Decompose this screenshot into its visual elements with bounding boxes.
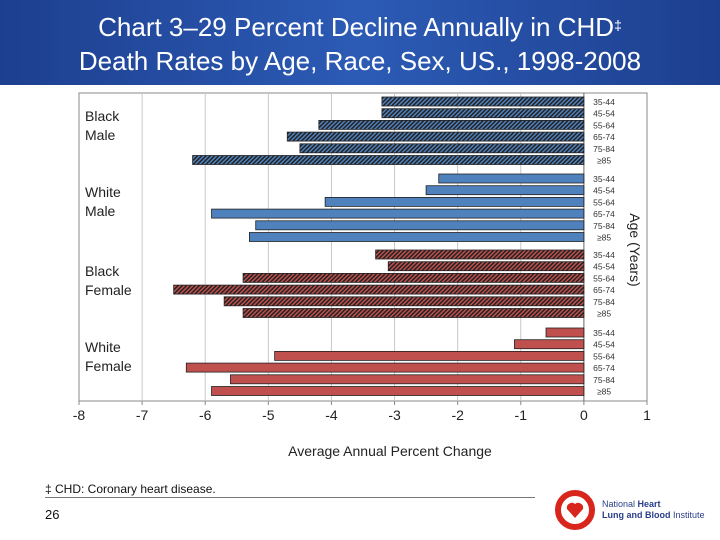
chart-title: Chart 3–29 Percent Decline Annually in C… bbox=[0, 10, 720, 78]
bar bbox=[514, 339, 585, 350]
x-tick-label: -6 bbox=[199, 407, 212, 423]
bar bbox=[242, 308, 585, 318]
bar bbox=[425, 185, 585, 196]
bar-chart: -8 -7 -6 -5 -4 -3 -2 -1 0 135-4445-5455-6465-7475… bbox=[73, 92, 651, 459]
bar bbox=[286, 131, 585, 142]
age-label: 45-54 bbox=[593, 262, 615, 272]
age-label: 65-74 bbox=[593, 285, 615, 295]
age-label: 65-74 bbox=[593, 132, 615, 142]
age-label: 45-54 bbox=[593, 109, 615, 119]
bar bbox=[381, 96, 585, 107]
age-label: ≥85 bbox=[597, 233, 611, 243]
bar bbox=[545, 327, 585, 338]
group-label-black-female: Black Female bbox=[85, 263, 132, 298]
age-label: 65-74 bbox=[593, 209, 615, 219]
logo-text: National Heart Lung and Blood Institute bbox=[602, 499, 705, 520]
bar bbox=[299, 143, 585, 154]
age-label: 45-54 bbox=[593, 340, 615, 350]
bar bbox=[387, 261, 585, 272]
bar bbox=[230, 374, 585, 385]
age-label: 55-64 bbox=[593, 351, 615, 361]
bar bbox=[173, 284, 585, 295]
age-label: 65-74 bbox=[593, 363, 615, 373]
age-label: 35-44 bbox=[593, 174, 615, 184]
x-tick-label: 0 bbox=[580, 407, 588, 423]
bar bbox=[185, 362, 585, 373]
title-bar bbox=[0, 0, 720, 85]
x-tick-label: -3 bbox=[388, 407, 401, 423]
age-label: 35-44 bbox=[593, 97, 615, 107]
y-axis-label: Age (Years) bbox=[627, 213, 643, 286]
age-label: 35-44 bbox=[593, 328, 615, 338]
nhlbi-logo bbox=[555, 490, 595, 530]
age-label: 55-64 bbox=[593, 273, 615, 283]
x-tick-label: 1 bbox=[643, 407, 651, 423]
bar bbox=[211, 208, 585, 219]
page-number: 26 bbox=[45, 507, 60, 522]
age-label: 45-54 bbox=[593, 186, 615, 196]
x-tick-label: -8 bbox=[73, 407, 86, 423]
group-label-white-female: White Female bbox=[85, 339, 132, 374]
x-axis-label: Average Annual Percent Change bbox=[288, 443, 492, 459]
x-tick-label: -1 bbox=[515, 407, 528, 423]
group-label-black-male: Black Male bbox=[85, 108, 120, 143]
x-tick-label: -2 bbox=[451, 407, 464, 423]
bar bbox=[242, 272, 585, 283]
title-line-1: Chart 3–29 Percent Decline Annually in C… bbox=[98, 12, 615, 42]
x-tick-label: -4 bbox=[325, 407, 338, 423]
bar bbox=[274, 350, 585, 361]
age-label: 75-84 bbox=[593, 297, 615, 307]
age-label: ≥85 bbox=[597, 387, 611, 397]
bar bbox=[223, 296, 585, 307]
x-tick-label: -5 bbox=[262, 407, 275, 423]
title-footnote-mark: ‡ bbox=[614, 17, 622, 33]
bar bbox=[324, 197, 585, 207]
bar bbox=[255, 220, 585, 231]
age-label: ≥85 bbox=[597, 156, 611, 166]
bar bbox=[375, 249, 585, 260]
title-line-2: Death Rates by Age, Race, Sex, US., 1998… bbox=[78, 46, 642, 76]
bar bbox=[211, 386, 585, 396]
age-label: 75-84 bbox=[593, 221, 615, 231]
age-label: 35-44 bbox=[593, 250, 615, 260]
age-label: ≥85 bbox=[597, 309, 611, 319]
age-label: 55-64 bbox=[593, 120, 615, 130]
group-label-white-male: White Male bbox=[85, 184, 121, 219]
bar bbox=[381, 108, 585, 119]
footnote-divider bbox=[45, 497, 535, 498]
bar bbox=[248, 232, 585, 242]
footnote: ‡ CHD: Coronary heart disease. bbox=[45, 482, 216, 496]
x-tick-label: -7 bbox=[136, 407, 149, 423]
age-label: 75-84 bbox=[593, 144, 615, 154]
bar bbox=[438, 173, 585, 184]
age-label: 55-64 bbox=[593, 197, 615, 207]
bar bbox=[318, 120, 585, 130]
bar bbox=[192, 155, 585, 165]
age-label: 75-84 bbox=[593, 375, 615, 385]
